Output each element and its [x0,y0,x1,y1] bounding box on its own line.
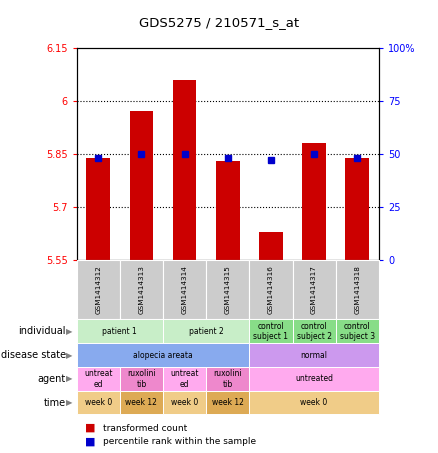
Text: time: time [43,398,66,408]
Bar [173,79,197,260]
Text: week 12: week 12 [212,398,244,407]
Text: ■: ■ [85,437,96,447]
Text: GSM1414313: GSM1414313 [138,265,145,314]
Text: GSM1414315: GSM1414315 [225,265,231,314]
Text: patient 2: patient 2 [189,327,223,336]
Bar [302,143,326,260]
Text: ▶: ▶ [66,398,72,407]
Text: control
subject 2: control subject 2 [297,322,332,341]
Text: ▶: ▶ [66,351,72,360]
Text: untreat
ed: untreat ed [84,369,113,389]
Text: GSM1414316: GSM1414316 [268,265,274,314]
Text: control
subject 1: control subject 1 [254,322,289,341]
Text: ■: ■ [85,423,96,433]
Text: alopecia areata: alopecia areata [133,351,193,360]
Text: untreated: untreated [295,374,333,383]
Text: week 0: week 0 [300,398,328,407]
Text: disease state: disease state [0,350,66,360]
Text: GSM1414314: GSM1414314 [182,265,187,314]
Text: ruxolini
tib: ruxolini tib [213,369,242,389]
Text: ruxolini
tib: ruxolini tib [127,369,156,389]
Text: percentile rank within the sample: percentile rank within the sample [103,437,256,446]
Text: individual: individual [18,326,66,336]
Bar [130,111,153,260]
Text: week 0: week 0 [171,398,198,407]
Text: agent: agent [38,374,66,384]
Text: ▶: ▶ [66,374,72,383]
Text: week 0: week 0 [85,398,112,407]
Bar [346,158,369,260]
Bar [259,232,283,260]
Text: control
subject 3: control subject 3 [340,322,375,341]
Text: GSM1414317: GSM1414317 [311,265,317,314]
Text: normal: normal [300,351,328,360]
Text: GSM1414312: GSM1414312 [95,265,101,314]
Text: untreat
ed: untreat ed [170,369,199,389]
Bar [86,158,110,260]
Text: GDS5275 / 210571_s_at: GDS5275 / 210571_s_at [139,16,299,29]
Text: ▶: ▶ [66,327,72,336]
Text: patient 1: patient 1 [102,327,137,336]
Text: GSM1414318: GSM1414318 [354,265,360,314]
Bar [216,161,240,260]
Text: transformed count: transformed count [103,424,187,433]
Text: week 12: week 12 [125,398,157,407]
